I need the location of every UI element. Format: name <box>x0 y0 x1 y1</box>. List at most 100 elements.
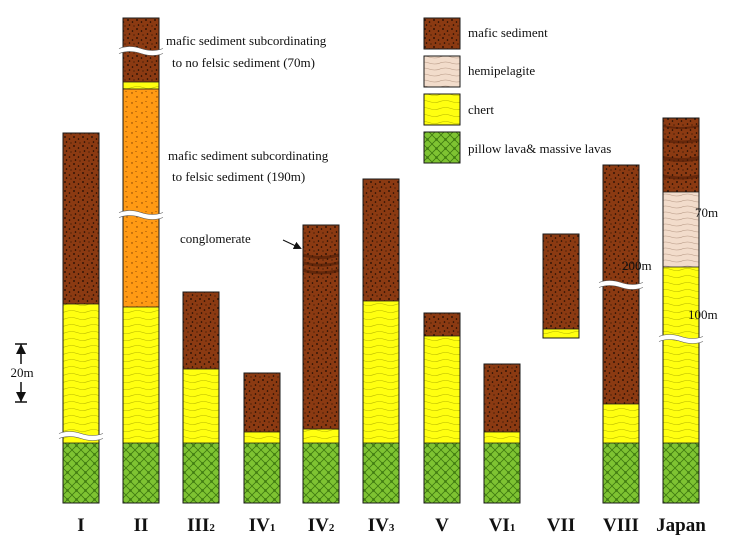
column-break-edge <box>658 339 704 344</box>
mafic-dark-band <box>662 174 700 180</box>
column-VII-mafic-unit <box>543 234 579 329</box>
column-IV3-outline <box>362 178 400 504</box>
column-label-V: V <box>435 515 449 536</box>
column-label-VIII: VIII <box>603 515 639 536</box>
column-labels: I II III2 IV1 IV2 IV3 V VI1 VII VIII Jap… <box>77 515 706 536</box>
column-Japan-outline <box>662 117 700 504</box>
column-I-pillow-unit <box>63 443 99 503</box>
column-V-mafic-unit <box>424 313 460 336</box>
column-VII-chert-unit <box>543 329 579 338</box>
column-VI1-pillow-unit <box>484 443 520 503</box>
column-VIII-chert-unit <box>603 404 639 443</box>
column-II <box>122 17 160 504</box>
column-VII-outline <box>542 233 580 339</box>
column-IV1-pillow-unit <box>244 443 280 503</box>
conglomerate-band <box>302 253 340 259</box>
conglomerate-band <box>302 268 340 275</box>
column-IV3 <box>362 178 400 504</box>
column-VIII-pillow-unit <box>603 443 639 503</box>
column-break-mark <box>118 46 164 56</box>
mafic-dark-band <box>662 138 700 144</box>
conglomerate-band <box>302 261 340 267</box>
scale-arrow-up-icon <box>16 344 26 354</box>
column-label-IV1: IV1 <box>249 515 276 536</box>
column-IV3-pillow-unit <box>363 443 399 503</box>
label-100m: 100m <box>688 307 718 322</box>
column-break-mark <box>58 431 104 441</box>
column-II-pillow-unit <box>123 443 159 503</box>
legend-swatch-pillow-lava <box>423 131 461 164</box>
column-Japan <box>662 117 700 504</box>
column-V-chert-unit <box>424 336 460 443</box>
column-IV2-chert-unit <box>303 429 339 443</box>
legend-label-mafic: mafic sediment <box>468 25 548 40</box>
label-70m: 70m <box>695 205 718 220</box>
column-II-chert-unit <box>123 82 159 89</box>
column-III2-chert-unit <box>183 369 219 443</box>
column-break-edge <box>58 431 104 436</box>
column-VI1-mafic-unit <box>484 364 520 432</box>
column-break-edge <box>598 285 644 290</box>
column-break-edge <box>118 51 164 56</box>
scale-bar-label: 20m <box>10 365 33 380</box>
column-label-IV3: IV3 <box>368 515 395 536</box>
column-break-edge <box>118 46 164 51</box>
mafic-dark-band <box>662 156 700 162</box>
column-II-felsic-unit <box>123 89 159 307</box>
label-200m: 200m <box>622 258 652 273</box>
conglomerate-arrow <box>282 239 302 250</box>
legend-label-pillow-lava: pillow lava& massive lavas <box>468 141 611 156</box>
column-III2-mafic-unit <box>183 292 219 369</box>
column-break-mark <box>118 210 164 220</box>
column-break-mark <box>598 280 644 290</box>
column-IV2-outline <box>302 224 340 504</box>
column-IV1-outline <box>243 372 281 504</box>
column-VII <box>542 233 580 339</box>
column-IV3-mafic-unit <box>363 179 399 301</box>
column-III2-pillow-unit <box>183 443 219 503</box>
column-I-mafic-unit <box>63 133 99 304</box>
column-break-mark <box>658 334 704 344</box>
legend: mafic sediment hemipelagite chert pillow… <box>423 17 611 164</box>
column-VIII <box>602 164 640 504</box>
column-label-III2: III2 <box>187 515 215 536</box>
column-break-edge <box>598 280 644 285</box>
legend-swatch-hemipelagite <box>423 55 461 88</box>
column-IV1-mafic-unit <box>244 373 280 432</box>
column-IV3-chert-unit <box>363 301 399 443</box>
upper-note-line1: mafic sediment subcordinating <box>166 33 327 48</box>
middle-note-line1: mafic sediment subcordinating <box>168 148 329 163</box>
column-label-II: II <box>134 515 149 536</box>
conglomerate-label: conglomerate <box>180 231 251 246</box>
column-label-VII: VII <box>547 515 576 536</box>
column-V-outline <box>423 312 461 504</box>
column-IV1-chert-unit <box>244 432 280 443</box>
scale-arrow-down-icon <box>16 392 26 402</box>
column-VI1-chert-unit <box>484 432 520 443</box>
mafic-dark-band <box>662 125 700 129</box>
annotations: mafic sediment subcordinating to no fels… <box>166 33 718 322</box>
column-label-VI1: VI1 <box>489 515 516 536</box>
column-Japan-hemi-unit <box>663 192 699 267</box>
column-VI1-outline <box>483 363 521 504</box>
legend-label-chert: chert <box>468 102 494 117</box>
column-Japan-pillow-unit <box>663 443 699 503</box>
column-III2-outline <box>182 291 220 504</box>
column-V <box>423 312 461 504</box>
column-IV2-pillow-unit <box>303 443 339 503</box>
column-III2 <box>182 291 220 504</box>
column-IV1 <box>243 372 281 504</box>
upper-note-line2: to no felsic sediment (70m) <box>172 55 315 70</box>
columns-layer <box>62 17 700 504</box>
column-break-edge <box>118 215 164 220</box>
column-break-edge <box>118 210 164 215</box>
scale-bar: 20m <box>5 343 39 403</box>
column-I-outline <box>62 132 100 504</box>
column-breaks <box>58 46 704 441</box>
column-label-IV2: IV2 <box>308 515 335 536</box>
column-II-chert-unit <box>123 307 159 443</box>
column-break-edge <box>58 436 104 441</box>
column-V-pillow-unit <box>424 443 460 503</box>
column-I-chert-unit <box>63 304 99 443</box>
